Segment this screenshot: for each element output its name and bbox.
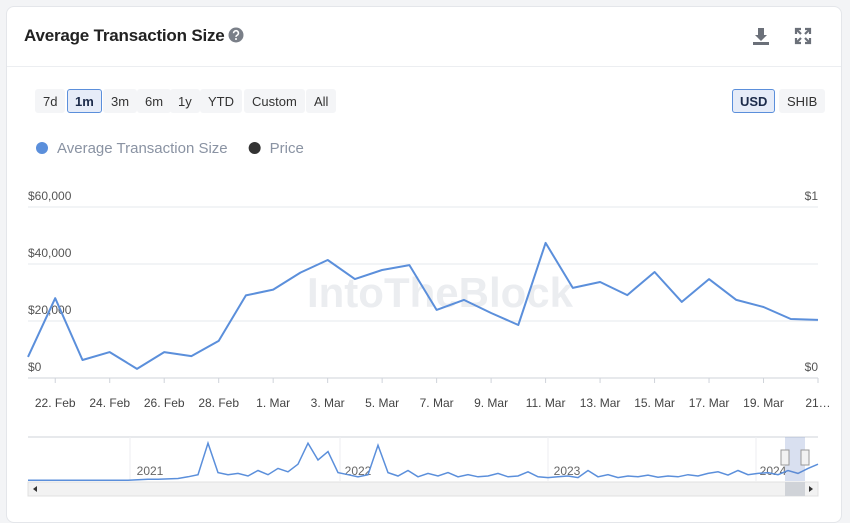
scrollbar-thumb: [785, 482, 805, 496]
button[interactable]: 1m: [67, 89, 102, 113]
y-tick-label: $40,000: [28, 246, 72, 260]
x-tick-label: 9. Mar: [474, 396, 508, 410]
x-tick-label: 26. Feb: [144, 396, 185, 410]
navigator-year: 2023: [554, 464, 581, 478]
navigator-handle[interactable]: [780, 449, 790, 466]
series-line: [27, 241, 819, 370]
legend-marker: [248, 142, 261, 154]
x-tick-label: 13. Mar: [580, 396, 621, 410]
button[interactable]: Custom: [244, 89, 305, 113]
navigator-year: 2021: [137, 464, 164, 478]
button[interactable]: 6m: [137, 89, 172, 113]
page-title: Average Transaction Size: [24, 26, 225, 45]
x-tick-label: 21…: [805, 396, 830, 410]
x-tick-label: 5. Mar: [365, 396, 399, 410]
x-tick-label: 28. Feb: [198, 396, 239, 410]
y2-tick-label: $0: [805, 360, 819, 374]
button[interactable]: 1y: [170, 89, 200, 113]
legend-label: Price: [270, 140, 304, 157]
navigator-selection: [785, 437, 805, 481]
divider: [7, 66, 841, 67]
button[interactable]: All: [306, 89, 337, 113]
x-tick-label: 15. Mar: [634, 396, 675, 410]
x-tick-label: 22. Feb: [35, 396, 76, 410]
help-icon[interactable]: [228, 27, 244, 43]
scroll-left: [33, 486, 37, 492]
navigator-handle[interactable]: [800, 449, 810, 466]
x-tick-label: 19. Mar: [743, 396, 784, 410]
navigator-year: 2024: [760, 464, 787, 478]
x-tick-label: 17. Mar: [689, 396, 730, 410]
y-tick-label: $0: [28, 360, 42, 374]
x-tick-label: 3. Mar: [311, 396, 345, 410]
scroll-right: [809, 486, 813, 492]
scrollbar-track: [27, 481, 819, 497]
y2-tick-label: $1: [805, 189, 819, 203]
x-tick-label: 1. Mar: [256, 396, 290, 410]
x-tick-label: 11. Mar: [526, 396, 566, 410]
legend-label: Average Transaction Size: [57, 140, 228, 157]
navigator-year: 2022: [345, 464, 372, 478]
navigator-line: [28, 440, 819, 481]
x-tick-label: 7. Mar: [420, 396, 454, 410]
button[interactable]: YTD: [200, 89, 242, 113]
button[interactable]: USD: [732, 89, 776, 113]
button[interactable]: 3m: [103, 89, 138, 113]
legend-marker: [36, 142, 48, 154]
download-icon[interactable]: [751, 26, 771, 46]
expand-icon[interactable]: [793, 26, 813, 46]
button[interactable]: SHIB: [779, 89, 826, 113]
y-tick-label: $60,000: [28, 189, 72, 203]
button[interactable]: 7d: [35, 89, 66, 113]
x-tick-label: 24. Feb: [89, 396, 130, 410]
